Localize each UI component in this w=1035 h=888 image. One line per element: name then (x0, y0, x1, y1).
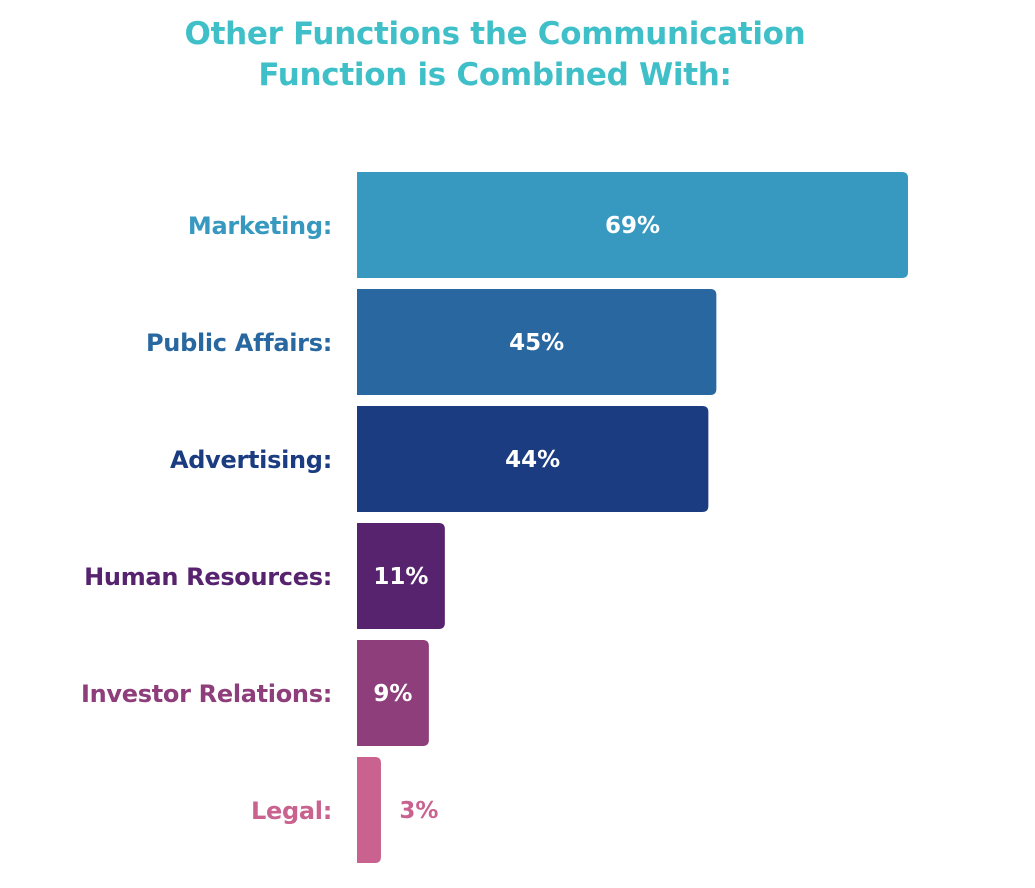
value-label-2: 44% (505, 447, 560, 473)
value-label-4: 9% (373, 681, 412, 707)
value-label-0: 69% (605, 213, 660, 239)
bar-1 (357, 289, 717, 395)
value-label-1: 45% (509, 330, 564, 356)
chart-title-line-2: Function is Combined With: (258, 57, 732, 93)
value-label-5: 3% (399, 798, 438, 824)
bar-2 (357, 406, 709, 512)
bar-4 (357, 640, 429, 746)
category-label-5: Legal: (251, 797, 332, 825)
bar-0 (357, 172, 908, 278)
category-label-0: Marketing: (188, 212, 332, 240)
category-label-1: Public Affairs: (146, 329, 332, 357)
category-label-4: Investor Relations: (81, 680, 332, 708)
value-label-3: 11% (373, 564, 428, 590)
bar-5 (357, 757, 381, 863)
category-label-2: Advertising: (170, 446, 332, 474)
chart-title-line-1: Other Functions the Communication (184, 16, 806, 52)
category-label-3: Human Resources: (84, 563, 332, 591)
chart-title: Other Functions the Communication Functi… (0, 14, 990, 96)
bar-3 (357, 523, 445, 629)
